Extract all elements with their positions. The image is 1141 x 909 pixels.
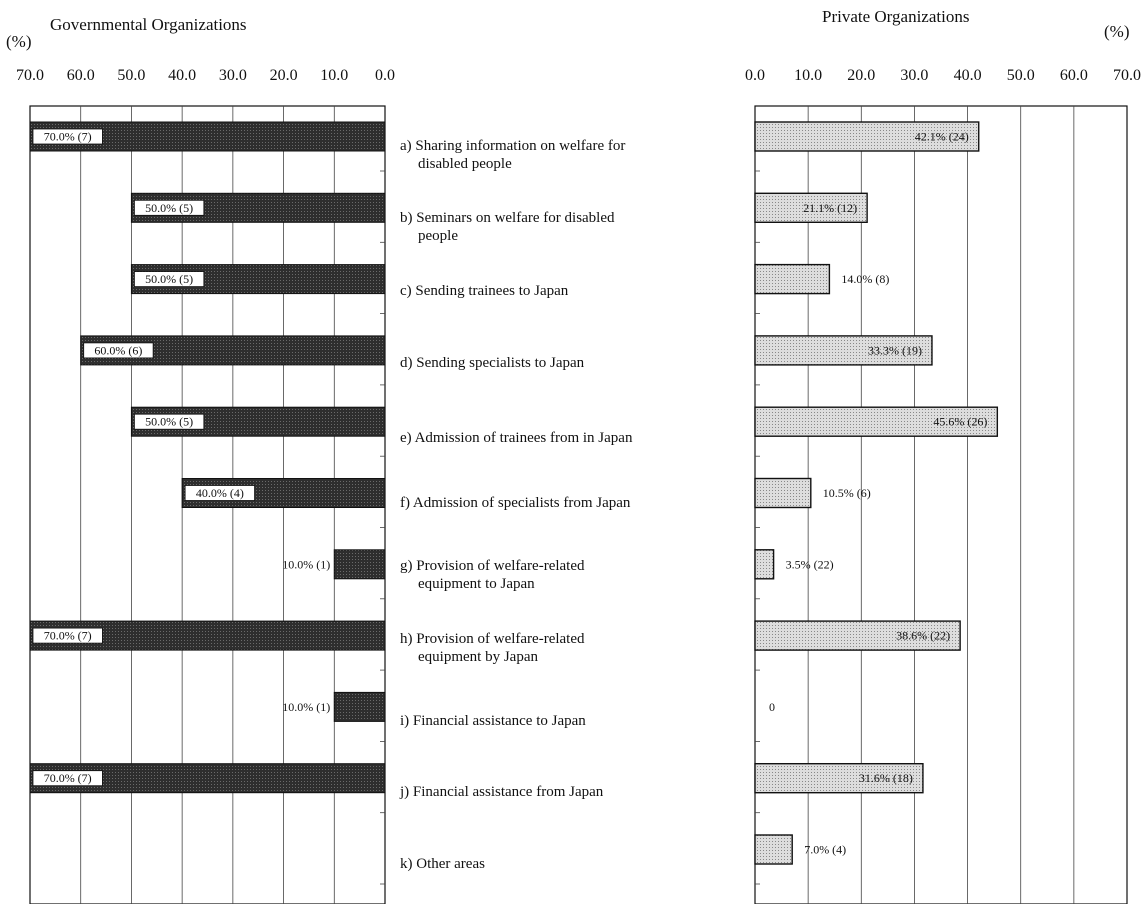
right-bar <box>754 477 812 509</box>
category-label: f) Admission of specialists from Japan <box>400 495 631 511</box>
category-label-line: k) Other areas <box>400 856 485 872</box>
category-label-line: c) Sending trainees to Japan <box>400 283 569 299</box>
category-label: j) Financial assistance from Japan <box>399 784 604 800</box>
category-label: h) Provision of welfare-related equipment… <box>400 631 585 665</box>
right-bar <box>754 192 868 224</box>
left-bar-label: 70.0% (7) <box>44 771 92 785</box>
right-bar-label: 3.5% (22) <box>786 557 834 571</box>
left-bar-label: 50.0% (5) <box>145 415 193 429</box>
right-bar <box>754 620 961 651</box>
category-label: k) Other areas <box>400 856 485 872</box>
category-label-line: f) Admission of specialists from Japan <box>400 495 631 511</box>
left-tick-label: 50.0 <box>117 67 145 84</box>
left-bar-label-box <box>134 271 205 288</box>
left-bar-label-box <box>32 128 103 145</box>
category-label: c) Sending trainees to Japan <box>400 283 569 299</box>
right-bar-label: 0 <box>769 700 775 714</box>
right-bar <box>754 549 775 580</box>
right-unit-label: (%) <box>1104 22 1129 41</box>
left-bar-label: 50.0% (5) <box>145 272 193 286</box>
left-tick-label: 0.0 <box>375 67 395 84</box>
category-label-line: b) Seminars on welfare for disabled <box>400 210 615 226</box>
category-label-line: people <box>418 228 458 244</box>
left-bar-label-box <box>83 342 154 359</box>
category-label: d) Sending specialists to Japan <box>400 355 585 371</box>
right-bar-label: 38.6% (22) <box>896 629 950 643</box>
right-tick-label: 0.0 <box>745 67 765 84</box>
left-bar-label: 50.0% (5) <box>145 201 193 215</box>
left-unit-label: (%) <box>6 32 31 51</box>
category-label: g) Provision of welfare-related equipment… <box>400 558 585 592</box>
category-label-line: a) Sharing information on welfare for <box>400 138 625 154</box>
category-label-line: equipment by Japan <box>418 649 538 665</box>
right-tick-label: 50.0 <box>1007 67 1035 84</box>
left-bar-label-box <box>184 485 255 501</box>
left-tick-label: 30.0 <box>219 67 247 84</box>
left-bar-label: 10.0% (1) <box>282 700 330 714</box>
left-bar-label-box <box>32 627 103 644</box>
left-plot-area: 70.0% (7) 50.0% (5) 50.0% (5) 60.0% (6) 50.0… <box>29 105 386 905</box>
left-bar <box>333 691 386 722</box>
right-tick-label: 40.0 <box>954 67 982 84</box>
category-label-line: g) Provision of welfare-related <box>400 558 585 574</box>
left-bar-label: 10.0% (1) <box>282 557 330 571</box>
category-label: b) Seminars on welfare for disabled peopl… <box>400 210 615 244</box>
left-tick-label: 20.0 <box>270 67 298 84</box>
left-bar-label: 70.0% (7) <box>44 629 92 643</box>
category-labels: a) Sharing information on welfare for dis… <box>399 138 633 872</box>
right-tick-label: 20.0 <box>847 67 875 84</box>
category-label-line: equipment to Japan <box>418 576 535 592</box>
left-tick-label: 60.0 <box>67 67 95 84</box>
left-tick-label: 40.0 <box>168 67 196 84</box>
right-chart-title: Private Organizations <box>822 7 969 26</box>
right-bar-label: 14.0% (8) <box>841 272 889 286</box>
category-label-line: disabled people <box>418 156 512 172</box>
right-bar-label: 7.0% (4) <box>804 843 846 857</box>
left-bar-label: 40.0% (4) <box>196 486 244 500</box>
right-bar <box>754 406 999 437</box>
category-label-line: h) Provision of welfare-related <box>400 631 585 647</box>
right-bar-label: 10.5% (6) <box>823 486 871 500</box>
category-label-line: i) Financial assistance to Japan <box>400 713 586 729</box>
right-tick-label: 30.0 <box>900 67 928 84</box>
left-chart-title: Governmental Organizations <box>50 15 247 34</box>
right-bar <box>754 335 933 366</box>
right-bar-label: 33.3% (19) <box>868 343 922 357</box>
right-tick-label: 60.0 <box>1060 67 1088 84</box>
left-bar-label-box <box>134 199 205 216</box>
right-bar-label: 31.6% (18) <box>859 771 913 785</box>
right-bar-label: 21.1% (12) <box>803 201 857 215</box>
category-label: e) Admission of trainees from in Japan <box>400 430 633 446</box>
right-bar-label: 45.6% (26) <box>933 415 987 429</box>
right-bar <box>754 763 924 794</box>
left-x-axis-ticks: 70.0 60.0 50.0 40.0 30.0 20.0 10.0 0.0 <box>16 67 395 84</box>
right-tick-label: 10.0 <box>794 67 822 84</box>
right-plot-area: 42.1% (24) 21.1% (12) 14.0% (8) 33.3% (19) 4… <box>754 105 1128 905</box>
left-bar-label: 70.0% (7) <box>44 130 92 144</box>
right-x-axis-ticks: 0.0 10.0 20.0 30.0 40.0 50.0 60.0 70.0 <box>745 67 1141 84</box>
right-bar <box>754 121 980 152</box>
category-label: a) Sharing information on welfare for dis… <box>400 138 625 172</box>
right-bar <box>754 263 831 295</box>
category-label-line: e) Admission of trainees from in Japan <box>400 430 633 446</box>
category-label-line: j) Financial assistance from Japan <box>399 784 604 800</box>
left-tick-label: 10.0 <box>320 67 348 84</box>
left-bar-label-box <box>32 770 103 787</box>
right-tick-label: 70.0 <box>1113 67 1141 84</box>
left-bar <box>333 549 386 580</box>
right-bar-label: 42.1% (24) <box>915 130 969 144</box>
left-bar-label-box <box>134 413 205 430</box>
category-label-line: d) Sending specialists to Japan <box>400 355 585 371</box>
right-bar <box>754 834 793 865</box>
left-tick-label: 70.0 <box>16 67 44 84</box>
left-bar-label: 60.0% (6) <box>94 343 142 357</box>
category-label: i) Financial assistance to Japan <box>400 713 586 729</box>
